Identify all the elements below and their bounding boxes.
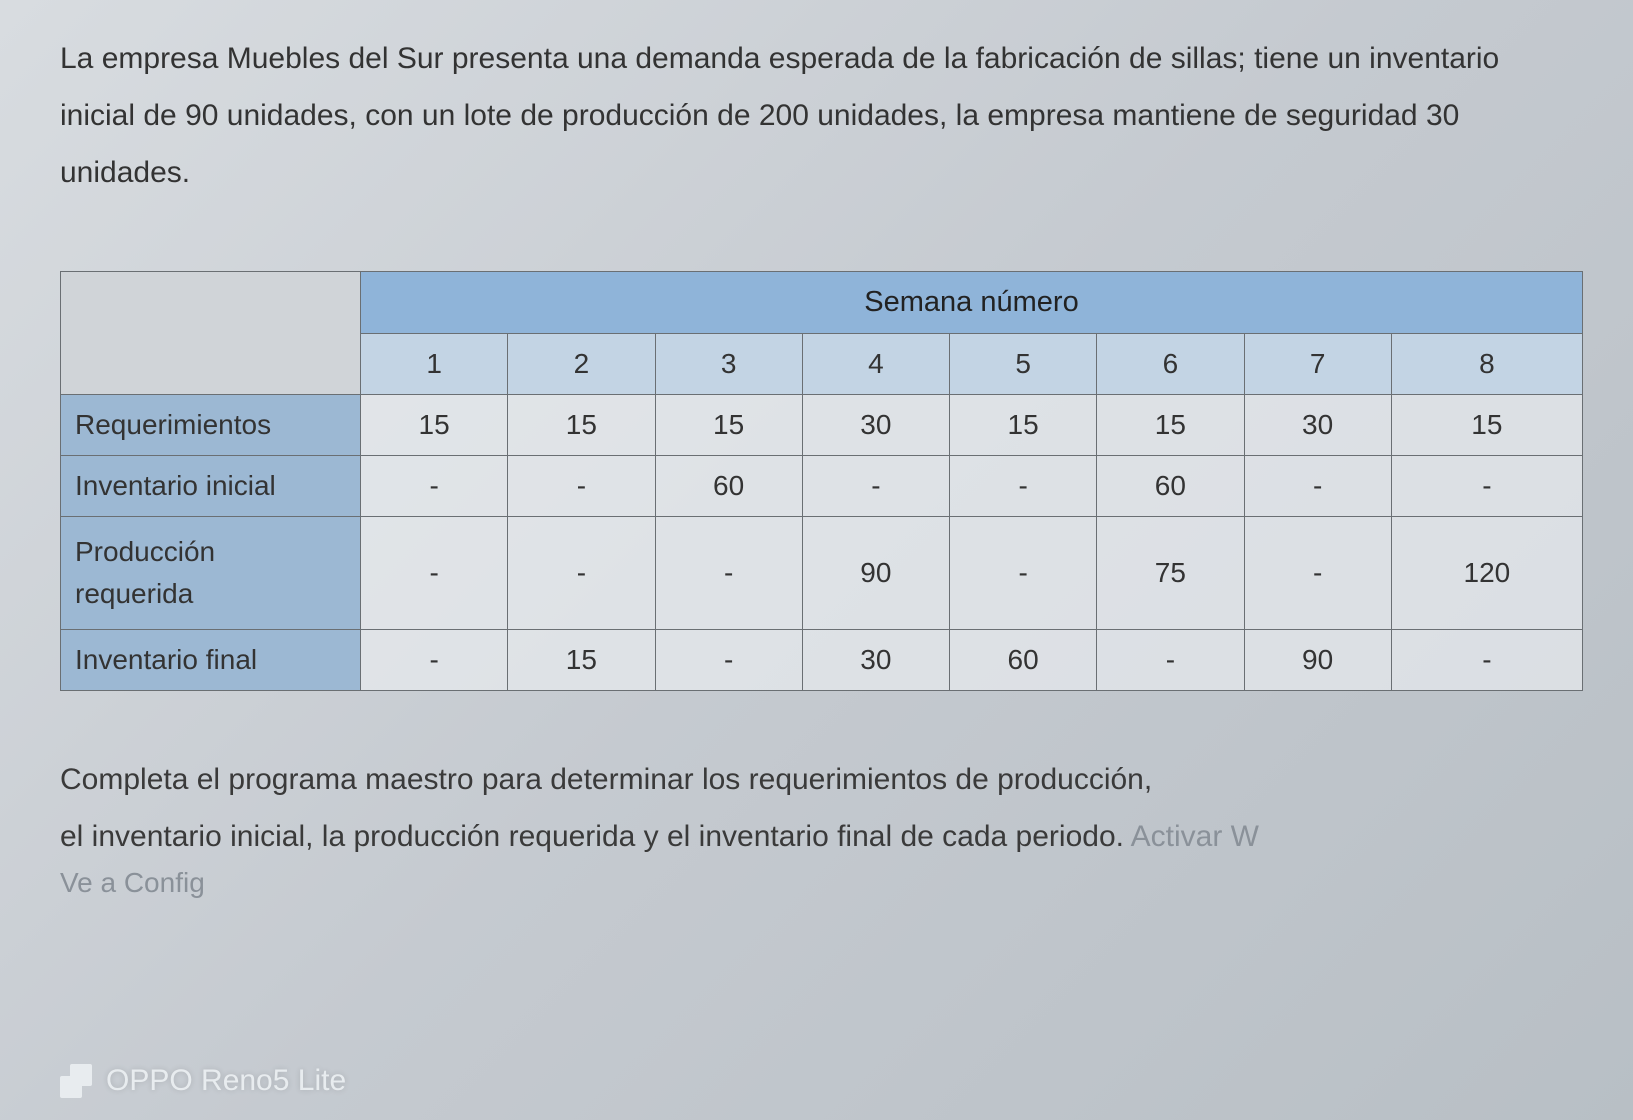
mps-table-container: Semana número 1 2 3 4 5 6 7 8 Requerimie…	[60, 271, 1583, 691]
week-col-5: 5	[950, 334, 1097, 395]
cell: -	[655, 630, 802, 691]
row-produccion-requerida: Producción requerida - - - 90 - 75 - 120	[61, 517, 1583, 630]
cell: -	[655, 517, 802, 630]
watermark-text: OPPO Reno5 Lite	[106, 1064, 346, 1098]
cell: 15	[508, 395, 655, 456]
cell: -	[1244, 517, 1391, 630]
week-col-8: 8	[1391, 334, 1582, 395]
cell: 30	[802, 395, 949, 456]
cell: -	[1244, 456, 1391, 517]
cell: -	[950, 456, 1097, 517]
cell: -	[508, 517, 655, 630]
cell: 90	[802, 517, 949, 630]
instructions-line2-text: el inventario inicial, la producción req…	[60, 820, 1131, 853]
table-corner	[61, 272, 361, 395]
cell: -	[361, 517, 508, 630]
cell: 15	[1391, 395, 1582, 456]
week-col-2: 2	[508, 334, 655, 395]
cell: 120	[1391, 517, 1582, 630]
rowlabel-requerimientos: Requerimientos	[61, 395, 361, 456]
windows-config-text: Ve a Config	[60, 867, 205, 899]
week-col-3: 3	[655, 334, 802, 395]
cell: 60	[950, 630, 1097, 691]
week-col-6: 6	[1097, 334, 1244, 395]
week-col-4: 4	[802, 334, 949, 395]
cell: 15	[950, 395, 1097, 456]
row-requerimientos: Requerimientos 15 15 15 30 15 15 30 15	[61, 395, 1583, 456]
instructions-line1: Completa el programa maestro para determ…	[60, 751, 1583, 808]
cell: -	[1391, 630, 1582, 691]
cell: -	[1097, 630, 1244, 691]
cell: -	[361, 456, 508, 517]
cell: 30	[802, 630, 949, 691]
row-inventario-inicial: Inventario inicial - - 60 - - 60 - -	[61, 456, 1583, 517]
cell: 15	[508, 630, 655, 691]
table-header-semana: Semana número	[361, 272, 1583, 334]
cell: 60	[655, 456, 802, 517]
cell: 75	[1097, 517, 1244, 630]
rowlabel-inventario-inicial: Inventario inicial	[61, 456, 361, 517]
rowlabel-line1: Producción	[75, 536, 215, 567]
rowlabel-produccion-requerida: Producción requerida	[61, 517, 361, 630]
cell: -	[508, 456, 655, 517]
week-col-7: 7	[1244, 334, 1391, 395]
cell: -	[361, 630, 508, 691]
cell: 15	[1097, 395, 1244, 456]
cell: 15	[361, 395, 508, 456]
rowlabel-inventario-final: Inventario final	[61, 630, 361, 691]
mps-table: Semana número 1 2 3 4 5 6 7 8 Requerimie…	[60, 271, 1583, 691]
instructions-line2: el inventario inicial, la producción req…	[60, 808, 1583, 865]
windows-activate-text: Activar W	[1131, 820, 1259, 853]
cell: 15	[655, 395, 802, 456]
problem-statement: La empresa Muebles del Sur presenta una …	[60, 30, 1583, 201]
cell: 60	[1097, 456, 1244, 517]
cell: -	[950, 517, 1097, 630]
rowlabel-line2: requerida	[75, 578, 193, 609]
cell: -	[1391, 456, 1582, 517]
week-col-1: 1	[361, 334, 508, 395]
watermark-icon	[60, 1064, 94, 1098]
cell: 90	[1244, 630, 1391, 691]
row-inventario-final: Inventario final - 15 - 30 60 - 90 -	[61, 630, 1583, 691]
device-watermark: OPPO Reno5 Lite	[60, 1064, 346, 1098]
cell: 30	[1244, 395, 1391, 456]
cell: -	[802, 456, 949, 517]
